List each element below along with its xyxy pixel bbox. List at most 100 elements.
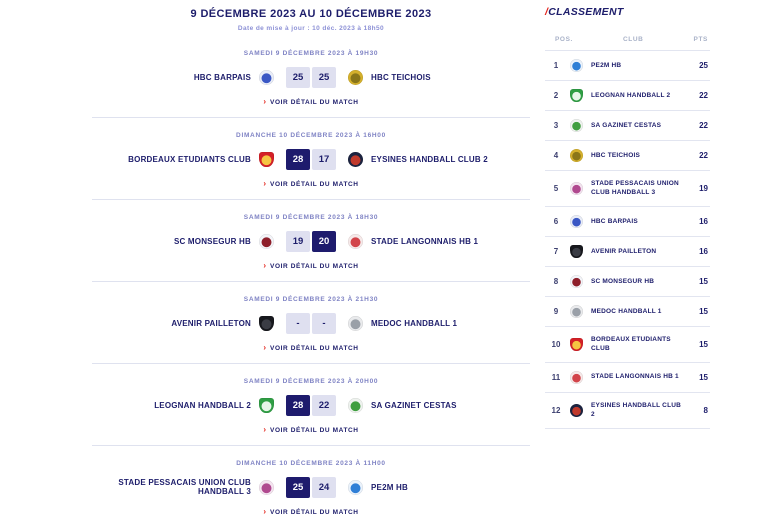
- ranking-row: 2 LEOGNAN HANDBALL 2 22: [545, 81, 710, 111]
- club-logo-icon: [570, 59, 583, 72]
- club-name: SC MONSEGUR HB: [591, 277, 655, 285]
- match-teams-row: STADE PESSACAIS UNION CLUB HANDBALL 3 25…: [92, 476, 530, 498]
- ranking-row: 12 EYSINES HANDBALL CLUB 2 8: [545, 393, 710, 429]
- away-team-logo-icon: [348, 397, 363, 413]
- ranking-rows: 1 PE2M HB 25 2 LEOGNAN HANDBALL 2 22 3 S…: [545, 51, 710, 429]
- schedule-panel: 9 DÉCEMBRE 2023 AU 10 DÉCEMBRE 2023 Date…: [92, 8, 530, 520]
- home-team-logo-icon: [259, 397, 274, 413]
- club-name: AVENIR PAILLETON: [591, 247, 657, 255]
- ranking-row: 10 BORDEAUX ETUDIANTS CLUB 15: [545, 327, 710, 363]
- match-detail-link[interactable]: › VOIR DÉTAIL DU MATCH: [92, 180, 530, 188]
- match-datetime: SAMEDI 9 DÉCEMBRE 2023 À 21H30: [243, 296, 379, 303]
- away-score: 20: [312, 230, 336, 252]
- match-datetime: DIMANCHE 10 DÉCEMBRE 2023 À 11H00: [236, 460, 386, 467]
- ranking-row: 9 MEDOC HANDBALL 1 15: [545, 297, 710, 327]
- away-score: 25: [312, 66, 336, 88]
- ranking-row: 8 SC MONSEGUR HB 15: [545, 267, 710, 297]
- match-card: DIMANCHE 10 DÉCEMBRE 2023 À 16H00 BORDEA…: [92, 118, 530, 200]
- match-card: SAMEDI 9 DÉCEMBRE 2023 À 19H30 HBC BARPA…: [92, 36, 530, 118]
- club-name: STADE PESSACAIS UNION CLUB HANDBALL 3: [591, 180, 679, 197]
- club-name: LEOGNAN HANDBALL 2: [591, 91, 671, 99]
- match-card: DIMANCHE 10 DÉCEMBRE 2023 À 11H00 STADE …: [92, 446, 530, 520]
- club-logo-icon: [570, 244, 583, 258]
- home-team-logo-icon: [259, 69, 274, 85]
- match-teams-row: LEOGNAN HANDBALL 2 28 22 SA GAZINET CEST…: [92, 394, 530, 416]
- club-points: 15: [699, 306, 708, 316]
- club-logo-icon: [570, 304, 583, 318]
- score-pair: 28 22: [286, 394, 336, 416]
- chevron-right-icon: ›: [263, 261, 267, 270]
- ranking-position: 12: [551, 405, 561, 415]
- match-detail-label: VOIR DÉTAIL DU MATCH: [270, 180, 359, 188]
- home-score: 28: [286, 148, 310, 170]
- club-points: 16: [699, 246, 708, 256]
- club-points: 22: [699, 121, 708, 130]
- chevron-right-icon: ›: [263, 343, 267, 352]
- score-pair: - -: [286, 312, 336, 334]
- last-updated-label: Date de mise à jour : 10 déc. 2023 à 18h…: [237, 25, 385, 32]
- club-points: 15: [699, 276, 708, 286]
- club-name: HBC BARPAIS: [591, 217, 638, 225]
- away-team-name: PE2M HB: [371, 482, 408, 492]
- club-points: 22: [699, 151, 708, 160]
- away-team-logo-icon: [348, 479, 363, 495]
- home-team-logo-icon: [259, 315, 274, 331]
- ranking-position: 4: [553, 151, 559, 160]
- match-teams-row: SC MONSEGUR HB 19 20 STADE LANGONNAIS HB…: [92, 230, 530, 252]
- away-team-name: EYSINES HANDBALL CLUB 2: [371, 154, 488, 164]
- ranking-title: /CLASSEMENT: [545, 6, 710, 18]
- club-logo-icon: [570, 149, 583, 162]
- ranking-row: 7 AVENIR PAILLETON 16: [545, 237, 710, 267]
- club-logo-icon: [570, 119, 583, 132]
- match-detail-link[interactable]: › VOIR DÉTAIL DU MATCH: [92, 508, 530, 516]
- home-team-logo-icon: [259, 233, 274, 249]
- ranking-title-text: CLASSEMENT: [548, 6, 624, 18]
- home-score: 19: [286, 230, 310, 252]
- club-logo-icon: [570, 337, 583, 351]
- match-card: SAMEDI 9 DÉCEMBRE 2023 À 20H00 LEOGNAN H…: [92, 364, 530, 446]
- club-points: 15: [699, 372, 708, 382]
- chevron-right-icon: ›: [263, 425, 267, 434]
- ranking-row: 1 PE2M HB 25: [545, 51, 710, 81]
- match-detail-link[interactable]: › VOIR DÉTAIL DU MATCH: [92, 98, 530, 106]
- column-header-pos: POS.: [555, 36, 573, 43]
- home-team-name: BORDEAUX ETUDIANTS CLUB: [128, 154, 251, 164]
- match-datetime: DIMANCHE 10 DÉCEMBRE 2023 À 16H00: [236, 132, 386, 139]
- club-name: STADE LANGONNAIS HB 1: [591, 373, 679, 381]
- away-team-logo-icon: [348, 69, 363, 85]
- match-detail-link[interactable]: › VOIR DÉTAIL DU MATCH: [92, 426, 530, 434]
- ranking-position: 6: [553, 216, 559, 226]
- away-score: 17: [312, 148, 336, 170]
- ranking-title-slash: /: [545, 6, 549, 18]
- home-score: 28: [286, 394, 310, 416]
- date-range-title: 9 DÉCEMBRE 2023 AU 10 DÉCEMBRE 2023: [190, 8, 432, 20]
- club-name: MEDOC HANDBALL 1: [591, 307, 662, 315]
- club-logo-icon: [570, 89, 583, 102]
- club-points: 16: [699, 216, 708, 226]
- away-team-logo-icon: [348, 315, 363, 331]
- ranking-position: 2: [553, 91, 559, 100]
- away-team-logo-icon: [348, 233, 363, 249]
- club-points: 15: [699, 339, 708, 349]
- ranking-row: 3 SA GAZINET CESTAS 22: [545, 111, 710, 141]
- match-detail-label: VOIR DÉTAIL DU MATCH: [270, 262, 359, 270]
- ranking-position: 1: [553, 61, 559, 70]
- away-score: -: [312, 312, 336, 334]
- home-team-name: LEOGNAN HANDBALL 2: [154, 400, 251, 410]
- home-team-logo-icon: [259, 479, 274, 495]
- ranking-panel: /CLASSEMENT POS. CLUB PTS 1 PE2M HB 25 2…: [545, 6, 710, 429]
- home-team-name: HBC BARPAIS: [193, 72, 251, 82]
- match-teams-row: HBC BARPAIS 25 25 HBC TEICHOIS: [92, 66, 530, 88]
- match-detail-link[interactable]: › VOIR DÉTAIL DU MATCH: [92, 344, 530, 352]
- club-name: BORDEAUX ETUDIANTS CLUB: [591, 335, 671, 353]
- match-card: SAMEDI 9 DÉCEMBRE 2023 À 21H30 AVENIR PA…: [92, 282, 530, 364]
- club-points: 25: [699, 61, 708, 70]
- home-team-name: AVENIR PAILLETON: [171, 318, 251, 328]
- match-detail-link[interactable]: › VOIR DÉTAIL DU MATCH: [92, 262, 530, 270]
- column-header-pts: PTS: [693, 36, 708, 43]
- ranking-position: 5: [553, 183, 559, 193]
- away-team-logo-icon: [348, 151, 363, 167]
- away-score: 22: [312, 394, 336, 416]
- away-team-name: MEDOC HANDBALL 1: [371, 318, 458, 328]
- match-datetime: SAMEDI 9 DÉCEMBRE 2023 À 19H30: [243, 50, 379, 57]
